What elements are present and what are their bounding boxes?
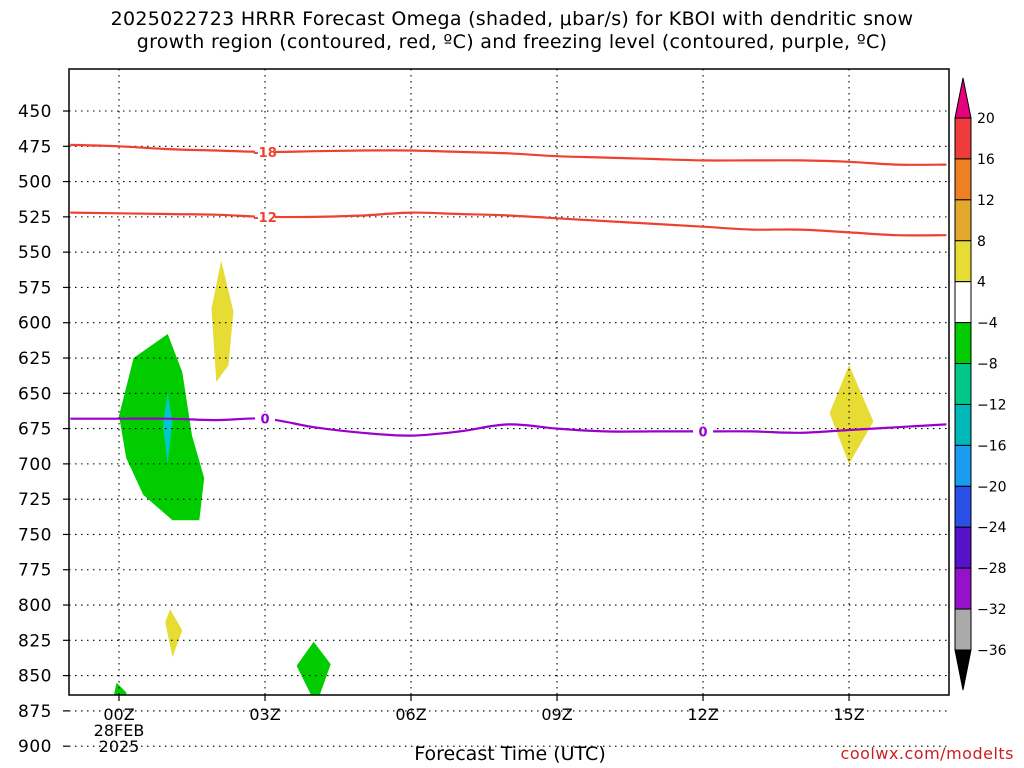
- xtick-label-12-0: 12Z: [687, 705, 718, 724]
- omega-region-2: [211, 260, 234, 382]
- ytick-label-800: 800: [18, 596, 52, 616]
- colorbar-swatch-6: [954, 363, 972, 405]
- colorbar-swatch-1: [954, 158, 972, 201]
- xtick-label-15-0: 15Z: [833, 705, 864, 724]
- colorbar-bottom-arrow: [954, 649, 972, 691]
- ytick-label-650: 650: [18, 384, 52, 404]
- chart-title-line2: growth region (contoured, red, ºC) and f…: [136, 31, 888, 53]
- ytick-label-575: 575: [18, 278, 52, 298]
- ytick-label-750: 750: [18, 525, 52, 545]
- colorbar: 20 16 12 8 4 −4 −8 −12 −16 −20 −24 −28 −32 −36: [954, 77, 1007, 691]
- colorbar-swatch-4: [954, 281, 972, 324]
- xtick-label-9-0: 09Z: [541, 705, 572, 724]
- colorbar-label-7: −12: [977, 397, 1007, 413]
- colorbar-label-1: 16: [977, 152, 995, 168]
- colorbar-swatch-2: [954, 199, 972, 242]
- colorbar-top-arrow: [954, 77, 972, 119]
- colorbar-swatch-0: [954, 117, 972, 160]
- colorbar-label-13: −36: [977, 643, 1007, 659]
- omega-region-8: [829, 365, 874, 464]
- colorbar-label-5: −4: [977, 316, 998, 332]
- colorbar-label-0: 20: [977, 111, 995, 127]
- colorbar-swatch-11: [954, 567, 972, 610]
- ytick-label-775: 775: [18, 561, 52, 581]
- contour-label-0-0: -18: [253, 146, 277, 161]
- xtick-label-0-2: 2025: [99, 737, 140, 756]
- ytick-label-450: 450: [18, 102, 52, 122]
- contour-label-bg-0-0: [255, 144, 276, 159]
- colorbar-label-12: −32: [977, 602, 1007, 618]
- colorbar-swatch-3: [954, 240, 972, 283]
- x-axis-label: Forecast Time (UTC): [414, 743, 606, 765]
- colorbar-label-4: 4: [977, 275, 986, 291]
- omega-region-5: [296, 641, 331, 695]
- ytick-label-500: 500: [18, 173, 52, 193]
- omega-region-6: [113, 682, 127, 695]
- chart-title: 2025022723 HRRR Forecast Omega (shaded, …: [0, 8, 1024, 54]
- contour-line-0: [70, 143, 947, 166]
- colorbar-label-8: −16: [977, 438, 1007, 454]
- contour-label-1-0: -12: [253, 211, 277, 226]
- ytick-label-725: 725: [18, 490, 52, 510]
- chart-title-line1: 2025022723 HRRR Forecast Omega (shaded, …: [110, 8, 914, 30]
- contour-label-bg-1-0: [255, 209, 276, 224]
- colorbar-label-9: −20: [977, 479, 1007, 495]
- colorbar-swatch-12: [954, 608, 972, 651]
- ytick-label-850: 850: [18, 667, 52, 687]
- contour-line-1: [70, 211, 947, 237]
- xtick-label-0-1: 28FEB: [94, 721, 145, 740]
- colorbar-label-11: −28: [977, 561, 1007, 577]
- ytick-label-600: 600: [18, 314, 52, 334]
- contour-label-2-0: 0: [260, 413, 269, 428]
- ytick-label-475: 475: [18, 137, 52, 157]
- xtick-label-0-0: 00Z: [103, 705, 134, 724]
- omega-region-7: [452, 698, 469, 732]
- colorbar-swatch-9: [954, 485, 972, 528]
- colorbar-swatch-7: [954, 403, 972, 446]
- contour-label-bg-2-0: [255, 411, 276, 426]
- xtick-label-6-0: 06Z: [395, 705, 426, 724]
- credit-text: coolwx.com/modelts: [840, 744, 1014, 763]
- colorbar-swatch-8: [954, 444, 972, 487]
- contour-label-bg-2-1: [693, 424, 714, 439]
- contour-label-2-1: 0: [699, 425, 708, 440]
- ytick-label-900: 900: [18, 737, 52, 757]
- colorbar-label-10: −24: [977, 520, 1007, 536]
- ytick-label-875: 875: [18, 702, 52, 722]
- ytick-label-525: 525: [18, 208, 52, 228]
- contour-line-2: [70, 417, 947, 437]
- ytick-label-625: 625: [18, 349, 52, 369]
- colorbar-label-3: 8: [977, 234, 986, 250]
- colorbar-label-2: 12: [977, 193, 995, 209]
- plot-frame: [68, 68, 950, 696]
- xtick-label-3-0: 03Z: [249, 705, 280, 724]
- colorbar-swatch-5: [954, 322, 972, 365]
- colorbar-swatch-10: [954, 526, 972, 569]
- omega-region-0: [119, 334, 205, 521]
- ytick-label-700: 700: [18, 455, 52, 475]
- ytick-label-825: 825: [18, 631, 52, 651]
- omega-region-1: [162, 393, 173, 464]
- omega-region-3: [165, 609, 183, 658]
- colorbar-label-6: −8: [977, 357, 998, 373]
- ytick-label-675: 675: [18, 420, 52, 440]
- ytick-label-550: 550: [18, 243, 52, 263]
